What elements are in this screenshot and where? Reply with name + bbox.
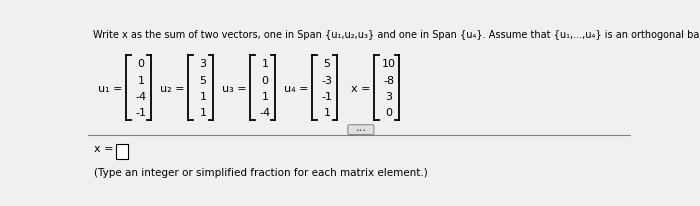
FancyBboxPatch shape — [116, 144, 127, 159]
Text: -3: -3 — [321, 75, 332, 85]
Text: 5: 5 — [199, 75, 206, 85]
FancyBboxPatch shape — [348, 125, 374, 135]
Text: -1: -1 — [136, 107, 146, 117]
Text: 3: 3 — [386, 91, 393, 101]
Text: 1: 1 — [199, 107, 206, 117]
Text: u₃ =: u₃ = — [222, 83, 246, 93]
Text: 0: 0 — [386, 107, 393, 117]
Text: (Type an integer or simplified fraction for each matrix element.): (Type an integer or simplified fraction … — [94, 167, 428, 177]
Text: 1: 1 — [137, 75, 144, 85]
Text: 1: 1 — [199, 91, 206, 101]
Text: -4: -4 — [260, 107, 270, 117]
Text: 0: 0 — [262, 75, 269, 85]
Text: -4: -4 — [135, 91, 146, 101]
Text: 1: 1 — [262, 91, 269, 101]
Text: u₄ =: u₄ = — [284, 83, 309, 93]
Text: -1: -1 — [321, 91, 332, 101]
Text: -8: -8 — [384, 75, 395, 85]
Text: 0: 0 — [137, 59, 144, 69]
Text: u₂ =: u₂ = — [160, 83, 184, 93]
Text: 10: 10 — [382, 59, 396, 69]
Text: •••: ••• — [356, 128, 367, 132]
Text: u₁ =: u₁ = — [98, 83, 122, 93]
Text: Write x as the sum of two vectors, one in Span {u₁,u₂,u₃} and one in Span {u₄}. : Write x as the sum of two vectors, one i… — [93, 29, 700, 39]
Text: 1: 1 — [262, 59, 269, 69]
Text: x =: x = — [351, 83, 370, 93]
Text: 5: 5 — [323, 59, 330, 69]
Text: 1: 1 — [323, 107, 330, 117]
Text: 3: 3 — [199, 59, 206, 69]
Text: x =: x = — [94, 143, 113, 153]
